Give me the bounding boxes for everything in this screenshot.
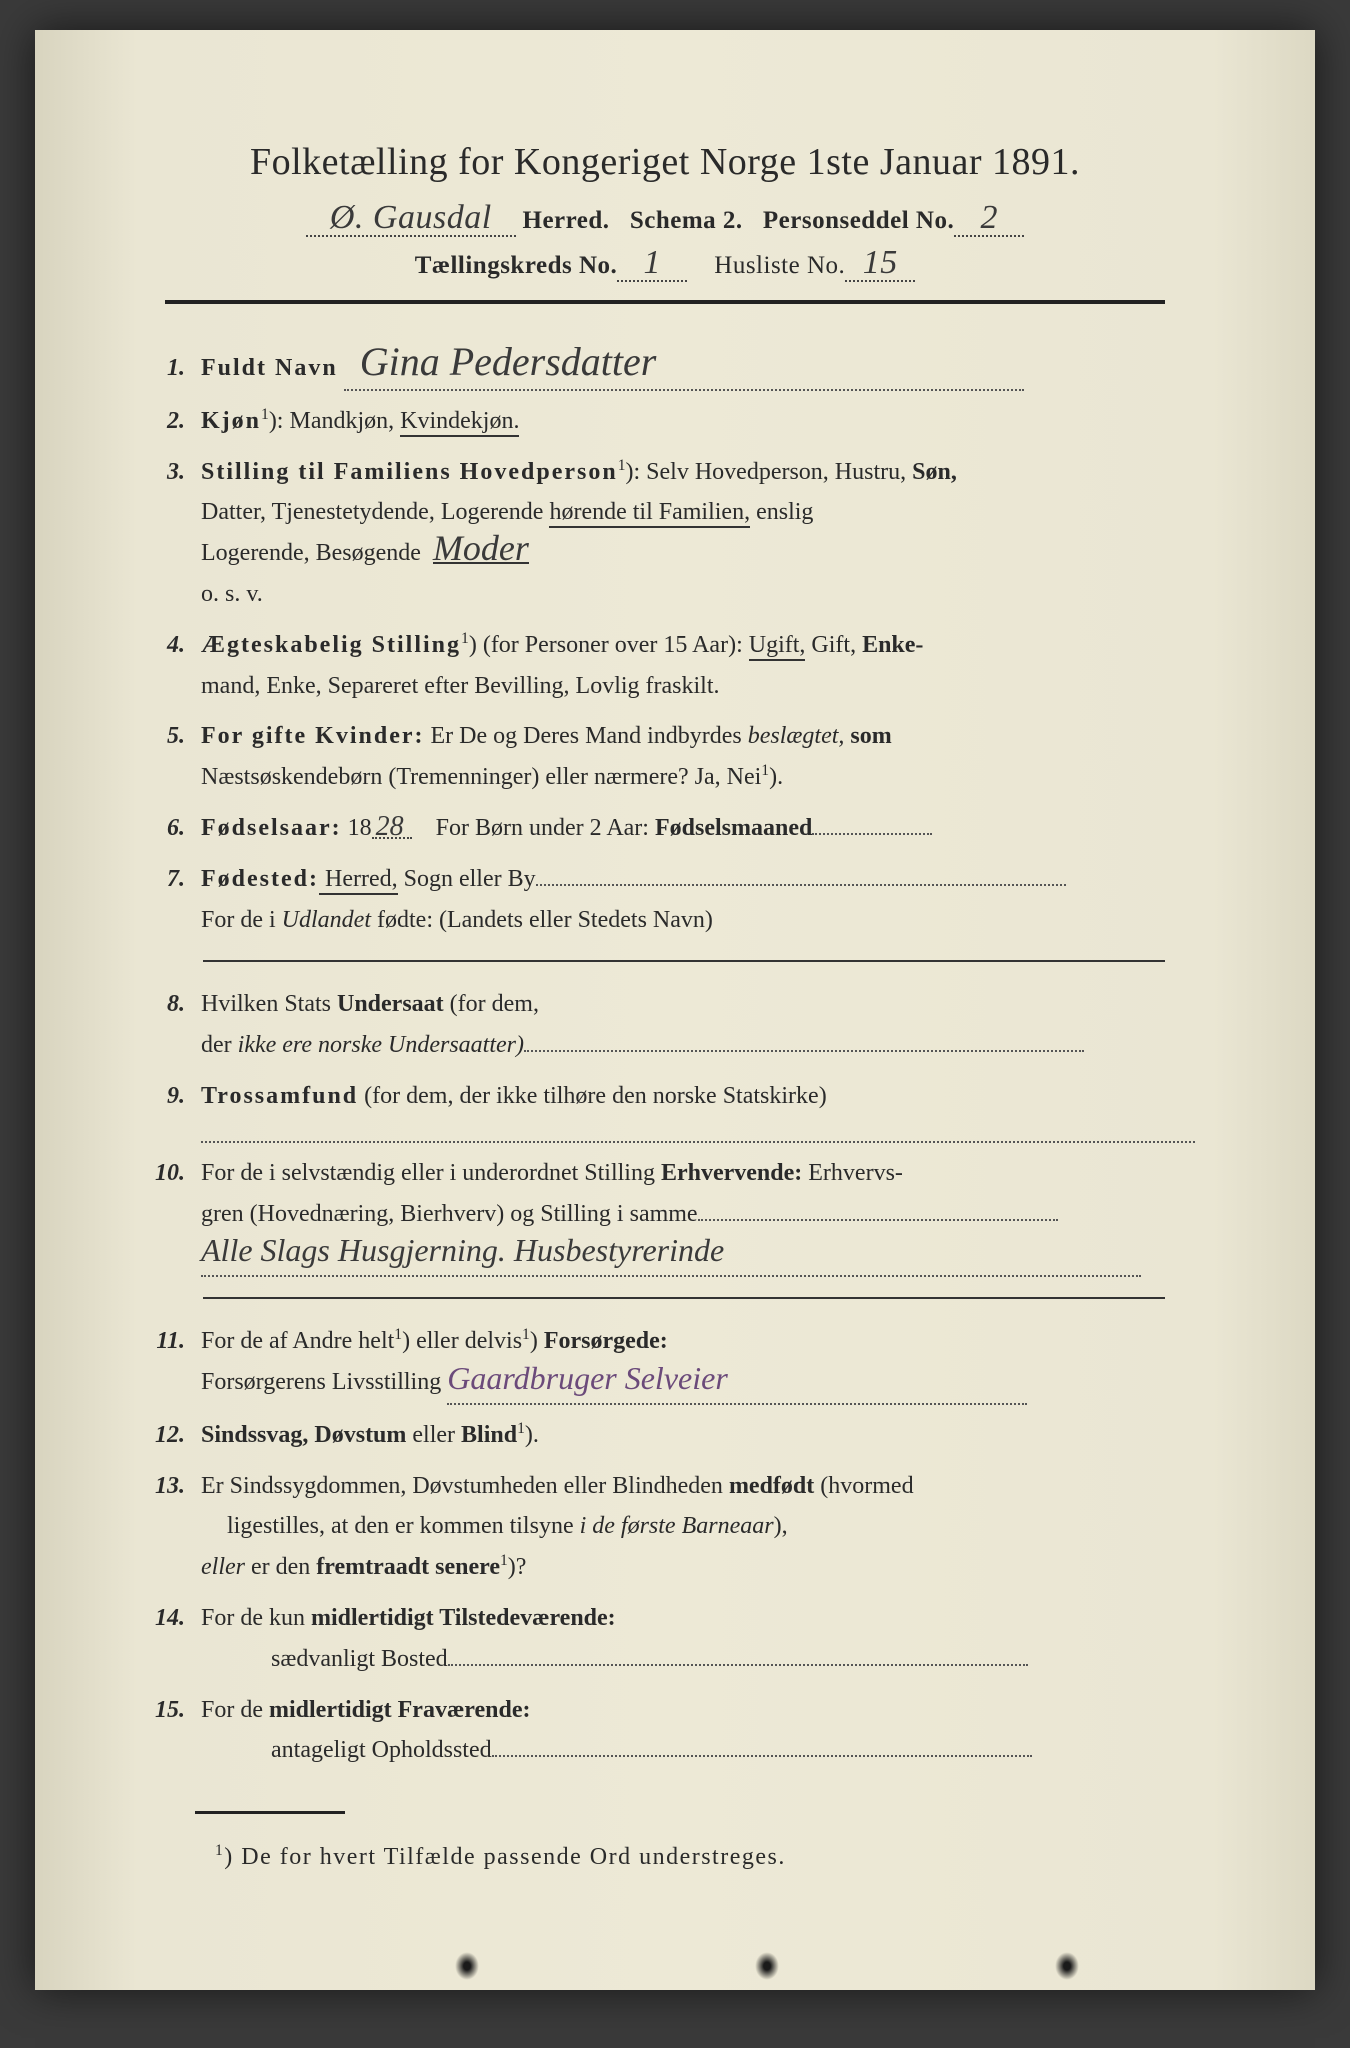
field-label: Fødested: — [201, 866, 319, 892]
edge-damage-mark — [455, 1952, 479, 1980]
item-content: Hvilken Stats Undersaat (for dem, der ik… — [201, 984, 1195, 1066]
item-num: 1. — [145, 348, 201, 391]
field-label: Fødselsaar: — [201, 815, 342, 841]
header-line-3: Tællingskreds No.1 Husliste No.15 — [135, 251, 1195, 282]
item-num: 6. — [145, 808, 201, 849]
item-10: 10. For de i selvstændig eller i underor… — [145, 1153, 1195, 1277]
edge-damage-mark — [1055, 1952, 1079, 1980]
birth-year-field: 28 — [372, 817, 412, 839]
field-label: Fuldt Navn — [201, 355, 338, 381]
item-1: 1. Fuldt Navn Gina Pedersdatter — [145, 348, 1195, 391]
schema-label: Schema 2. — [630, 207, 743, 234]
item-8: 8. Hvilken Stats Undersaat (for dem, der… — [145, 984, 1195, 1066]
item-num: 13. — [145, 1466, 201, 1588]
selected-herred: Herred, — [319, 866, 398, 895]
selected-horende: hørende til Familien, — [549, 499, 750, 528]
item-num: 11. — [145, 1321, 201, 1405]
husliste-label: Husliste No. — [714, 252, 845, 279]
item-num: 8. — [145, 984, 201, 1066]
item-4: 4. Ægteskabelig Stilling1) (for Personer… — [145, 625, 1195, 707]
title-main: Folketælling for Kongeriget Norge 1ste J… — [135, 140, 1195, 184]
item-12: 12. Sindssvag, Døvstum eller Blind1). — [145, 1415, 1195, 1456]
item-num: 15. — [145, 1690, 201, 1772]
provider-field: Gaardbruger Selveier — [447, 1362, 1027, 1405]
field-label: Kjøn — [201, 408, 261, 434]
item-num: 3. — [145, 452, 201, 615]
field-label: Stilling til Familiens Hovedperson — [201, 459, 618, 485]
item-num: 10. — [145, 1153, 201, 1277]
header-divider — [165, 300, 1165, 304]
header-line-2: Ø. Gausdal Herred. Schema 2. Personsedde… — [135, 206, 1195, 237]
item-content: For de i selvstændig eller i underordnet… — [201, 1153, 1195, 1277]
field-label: Trossamfund — [201, 1083, 358, 1109]
item-content: Fuldt Navn Gina Pedersdatter — [201, 348, 1195, 391]
husliste-no-field: 15 — [845, 251, 915, 282]
footnote: 1) De for hvert Tilfælde passende Ord un… — [215, 1842, 1195, 1871]
item-15: 15. For de midlertidigt Fraværende: anta… — [145, 1690, 1195, 1772]
personseddel-label: Personseddel No. — [763, 207, 954, 234]
item-9: 9. Trossamfund (for dem, der ikke tilhør… — [145, 1076, 1195, 1143]
edge-damage-mark — [755, 1952, 779, 1980]
item-13: 13. Er Sindssygdommen, Døvstumheden elle… — [145, 1466, 1195, 1588]
item-content: For de midlertidigt Fraværende: antageli… — [201, 1690, 1195, 1772]
item-content: Er Sindssygdommen, Døvstumheden eller Bl… — [201, 1466, 1195, 1588]
item-num: 12. — [145, 1415, 201, 1456]
item-content: For de kun midlertidigt Tilstedeværende:… — [201, 1598, 1195, 1680]
herred-field: Ø. Gausdal — [306, 206, 516, 237]
item-2: 2. Kjøn1): Mandkjøn, Kvindekjøn. — [145, 401, 1195, 442]
item-6: 6. Fødselsaar: 1828 For Børn under 2 Aar… — [145, 808, 1195, 849]
census-form-page: Folketælling for Kongeriget Norge 1ste J… — [35, 30, 1315, 1990]
item-content: Kjøn1): Mandkjøn, Kvindekjøn. — [201, 401, 1195, 442]
selected-kvindekjon: Kvindekjøn. — [400, 408, 519, 437]
item-content: Sindssvag, Døvstum eller Blind1). — [201, 1415, 1195, 1456]
item-num: 2. — [145, 401, 201, 442]
item-content: Stilling til Familiens Hovedperson1): Se… — [201, 452, 1195, 615]
item-content: Ægteskabelig Stilling1) (for Personer ov… — [201, 625, 1195, 707]
item-num: 7. — [145, 859, 201, 941]
selected-ugift: Ugift, — [749, 632, 806, 661]
item-num: 9. — [145, 1076, 201, 1143]
section-divider-2 — [203, 1297, 1165, 1299]
item-num: 5. — [145, 716, 201, 798]
item-content: Fødselsaar: 1828 For Børn under 2 Aar: F… — [201, 808, 1195, 849]
taellingskreds-label: Tællingskreds No. — [415, 252, 618, 279]
item-14: 14. For de kun midlertidigt Tilstedevære… — [145, 1598, 1195, 1680]
item-num: 4. — [145, 625, 201, 707]
item-content: For gifte Kvinder: Er De og Deres Mand i… — [201, 716, 1195, 798]
item-3: 3. Stilling til Familiens Hovedperson1):… — [145, 452, 1195, 615]
section-divider-1 — [203, 960, 1165, 962]
form-body: 1. Fuldt Navn Gina Pedersdatter 2. Kjøn1… — [135, 348, 1195, 1771]
item-content: For de af Andre helt1) eller delvis1) Fo… — [201, 1321, 1195, 1405]
item-11: 11. For de af Andre helt1) eller delvis1… — [145, 1321, 1195, 1405]
item-7: 7. Fødested: Herred, Sogn eller By For d… — [145, 859, 1195, 941]
field-label: For gifte Kvinder: — [201, 723, 425, 749]
item-content: Fødested: Herred, Sogn eller By For de i… — [201, 859, 1195, 941]
occupation-field: Alle Slags Husgjerning. Husbestyrerinde — [201, 1234, 1141, 1277]
field-label: Ægteskabelig Stilling — [201, 632, 461, 658]
footnote-divider — [195, 1811, 345, 1814]
form-header: Folketælling for Kongeriget Norge 1ste J… — [135, 140, 1195, 282]
item-content: Trossamfund (for dem, der ikke tilhøre d… — [201, 1076, 1195, 1143]
handwritten-moder: Moder — [433, 536, 529, 564]
item-5: 5. For gifte Kvinder: Er De og Deres Man… — [145, 716, 1195, 798]
name-field: Gina Pedersdatter — [344, 348, 1024, 391]
taellingskreds-no-field: 1 — [617, 251, 687, 282]
item-num: 14. — [145, 1598, 201, 1680]
herred-label: Herred. — [523, 207, 610, 234]
personseddel-no-field: 2 — [954, 206, 1024, 237]
